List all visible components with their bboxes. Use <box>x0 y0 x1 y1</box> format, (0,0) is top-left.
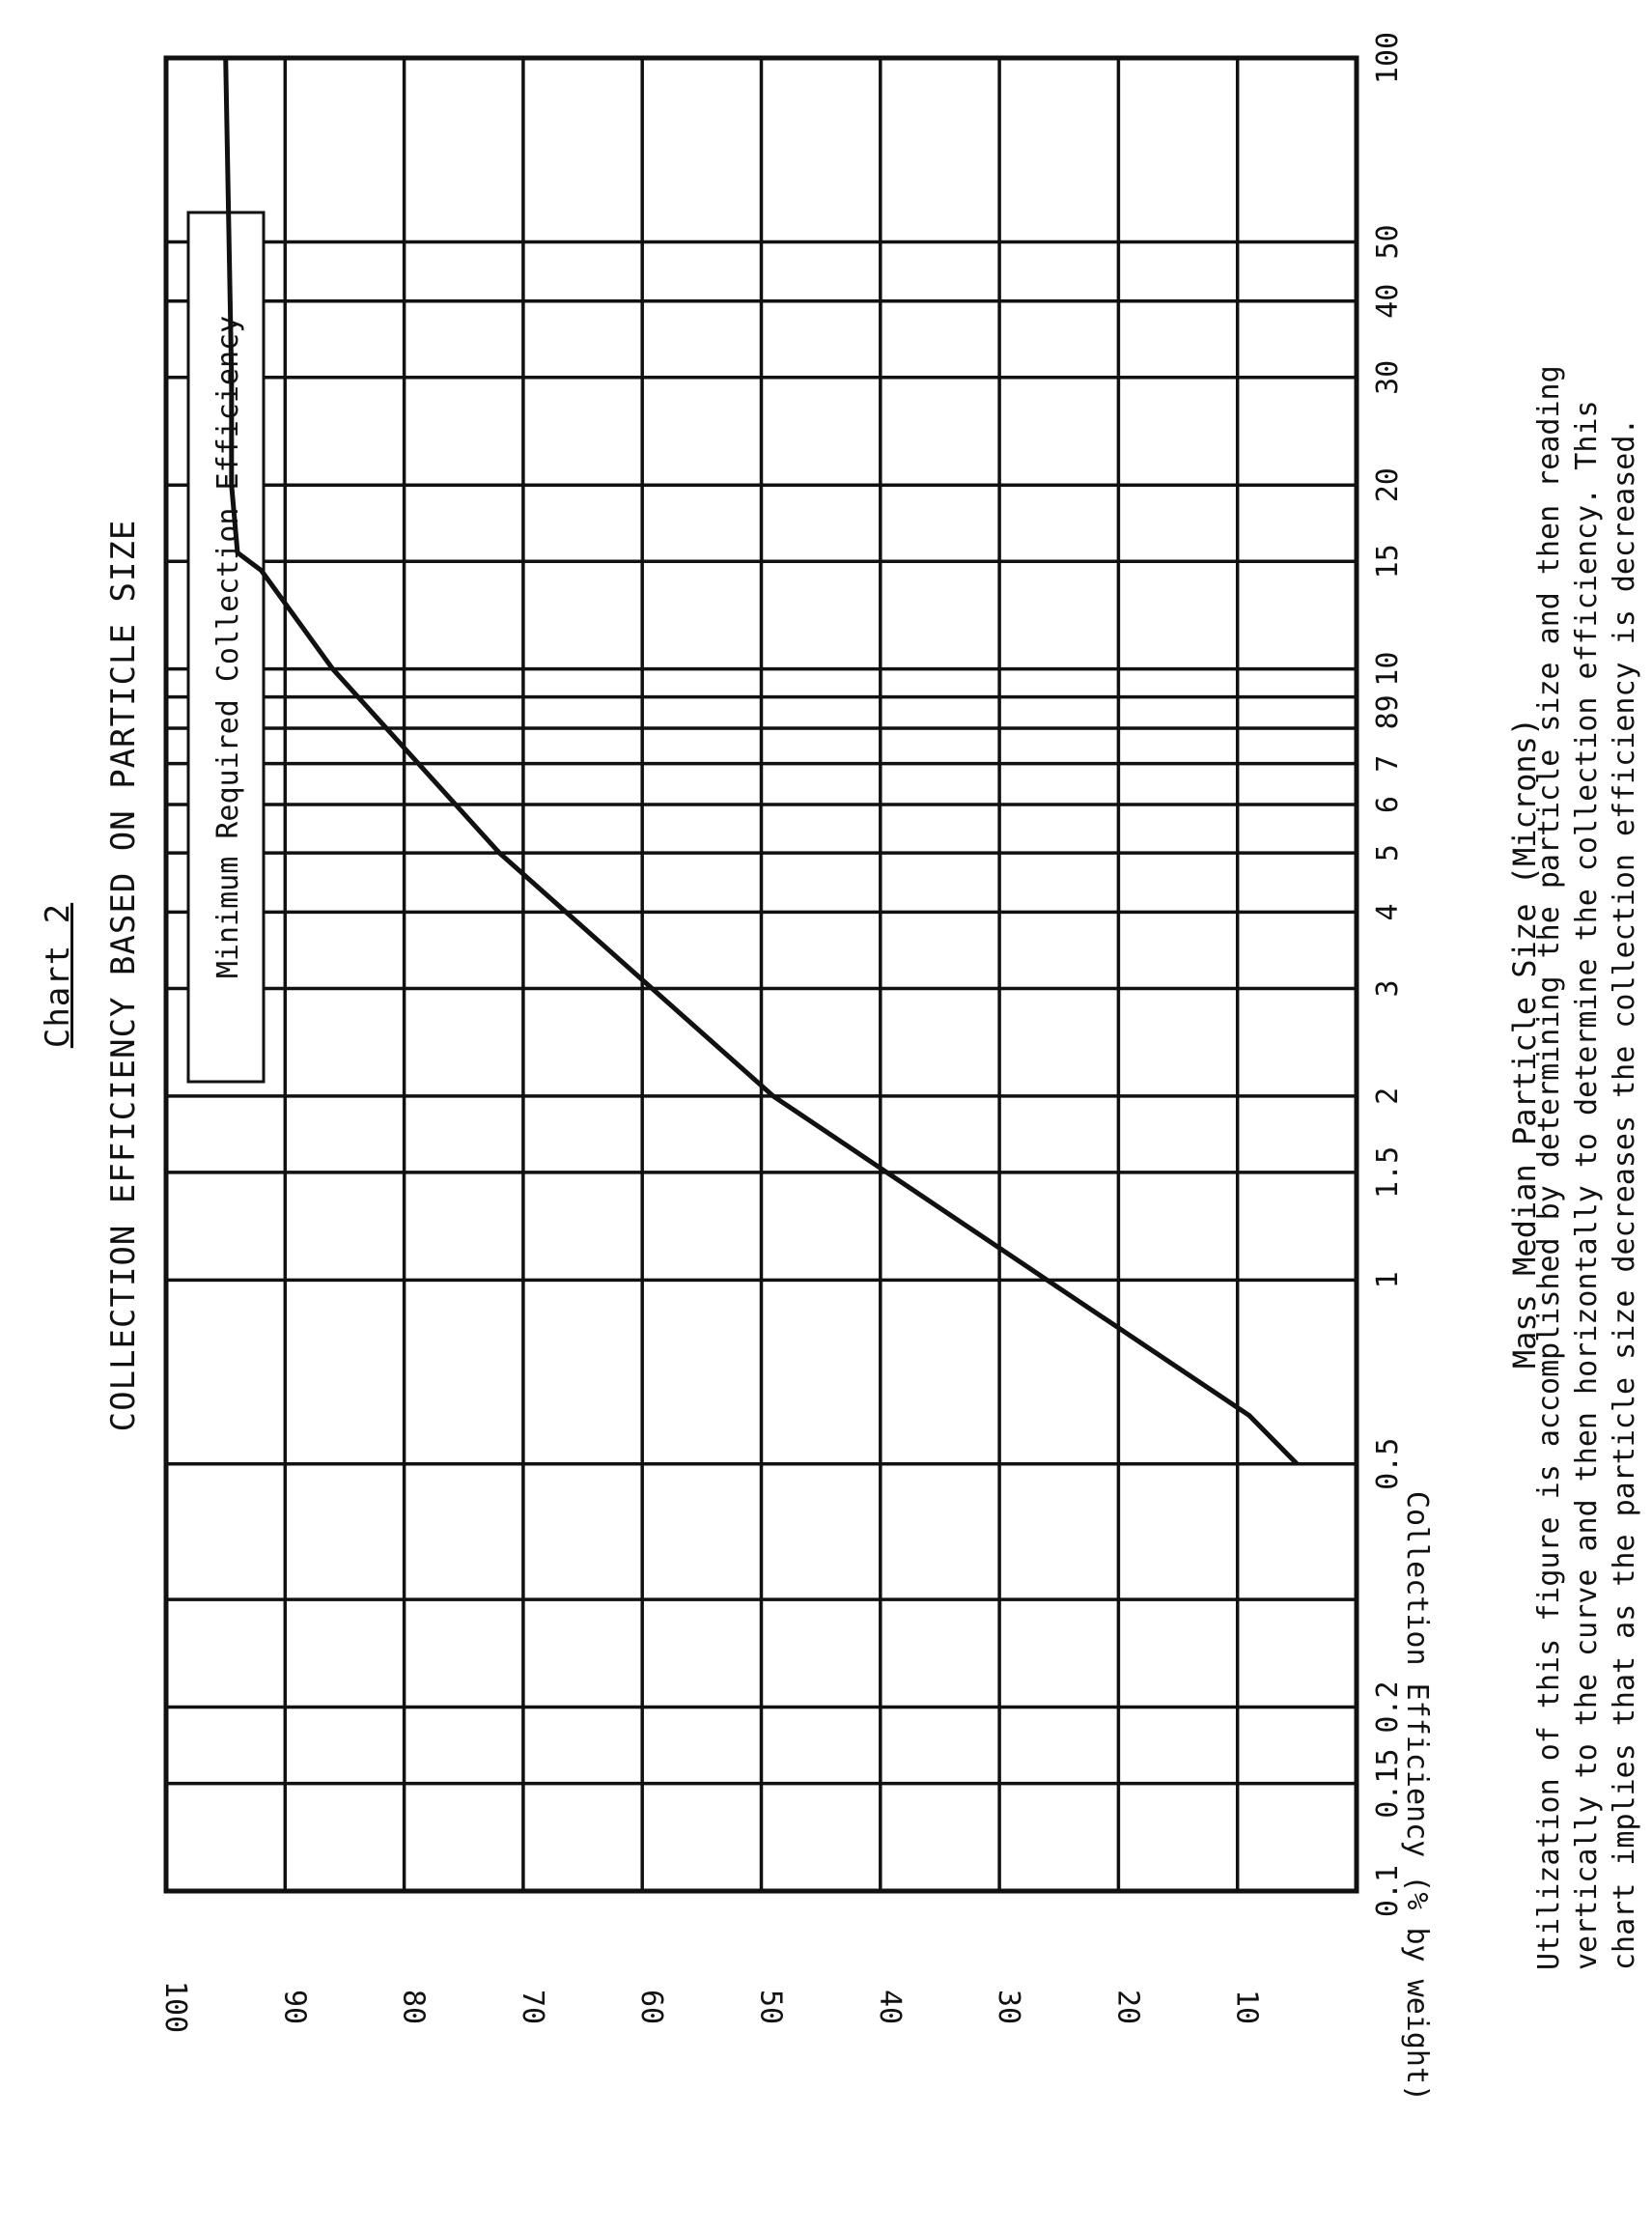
x-tick-label: 0.1 <box>1371 1865 1405 1917</box>
y-tick-label: 50 <box>754 1990 788 2024</box>
annotation-box <box>186 211 266 1084</box>
efficiency-curve <box>223 57 1300 1466</box>
x-tick-label: 0.15 <box>1371 1748 1405 1818</box>
x-tick-label: 1.5 <box>1371 1146 1405 1199</box>
rotated-chart-page: Chart 2 COLLECTION EFFICIENCY BASED ON P… <box>39 32 1641 2102</box>
x-tick-label: 15 <box>1371 544 1405 579</box>
x-tick-label: 0.2 <box>1371 1680 1405 1733</box>
x-tick-label: 100 <box>1371 32 1405 84</box>
x-tick-label: 1 <box>1371 1271 1405 1288</box>
y-tick-label: 10 <box>1230 1990 1264 2024</box>
x-tick-label: 2 <box>1371 1087 1405 1105</box>
page: Chart 2 COLLECTION EFFICIENCY BASED ON P… <box>39 32 1641 2102</box>
x-tick-label: 30 <box>1371 360 1405 395</box>
x-tick-label: 4 <box>1371 903 1405 920</box>
x-tick-label: 0.5 <box>1371 1438 1405 1490</box>
x-tick-label: 10 <box>1371 652 1405 687</box>
caption: Utilization of this figure is accomplish… <box>1532 365 1641 1970</box>
x-tick-label: 89 <box>1371 694 1405 729</box>
y-tick-label: 20 <box>1110 1990 1144 2024</box>
y-axis-label: Collection Efficiency (% by weight) <box>1400 1490 1434 2103</box>
y-tick-label: 100 <box>158 1981 192 2033</box>
y-tick-label: 70 <box>516 1990 549 2024</box>
y-tick-label: 90 <box>277 1990 311 2024</box>
x-tick-label: 6 <box>1371 796 1405 813</box>
y-tick-label: 80 <box>397 1990 431 2024</box>
x-tick-label: 5 <box>1371 844 1405 861</box>
x-tick-label: 7 <box>1371 755 1405 773</box>
y-tick-label: 40 <box>873 1990 907 2024</box>
x-tick-label: 3 <box>1371 979 1405 997</box>
chart: 0.1 0.15 0.2 0.5 1 1.5 2 3 4 5 6 7 89 10 15 20 30 40 50 100… <box>158 32 1405 2033</box>
y-tick-label: 30 <box>992 1990 1025 2024</box>
x-tick-label: 50 <box>1371 224 1405 259</box>
x-tick-label: 40 <box>1371 284 1405 319</box>
annotation-label: Minimum Required Collection Efficiency <box>211 316 245 978</box>
x-tick-label: 20 <box>1371 467 1405 502</box>
y-tick-label: 60 <box>634 1990 668 2024</box>
